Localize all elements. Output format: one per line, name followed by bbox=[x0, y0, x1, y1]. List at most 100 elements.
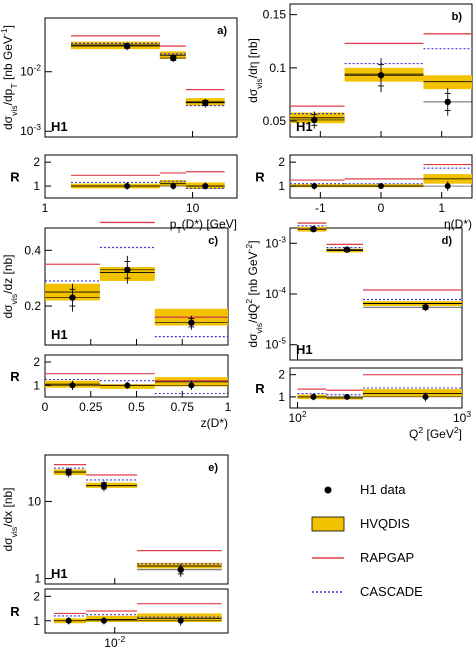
y-axis-label-e-part: vis bbox=[9, 527, 19, 538]
h1-label-e: H1 bbox=[51, 566, 68, 581]
x-axis-label-d-part: 2 bbox=[454, 425, 459, 435]
ratio-hvqdis-band bbox=[86, 615, 138, 622]
x-tick-label: 0.25 bbox=[79, 400, 103, 414]
y-axis-label-c-part: dσ bbox=[1, 304, 15, 319]
y-tick-label: 10-5 bbox=[265, 336, 286, 352]
ratio-frame-c bbox=[44, 354, 229, 398]
data-point bbox=[343, 246, 351, 253]
y-axis-label-a-part: T bbox=[9, 83, 19, 89]
panel-label-d: d) bbox=[442, 235, 453, 247]
data-point bbox=[311, 116, 318, 124]
h1-label-d: H1 bbox=[296, 342, 313, 357]
legend-symbol-rapgap bbox=[312, 557, 344, 559]
y-tick-label-base: 10 bbox=[265, 287, 279, 301]
y-axis-label-c-part: vis bbox=[9, 294, 19, 305]
ratio-data-point bbox=[69, 382, 76, 389]
y-tick-label-exp: -5 bbox=[278, 336, 286, 346]
y-axis-label-e-part: /dx [nb] bbox=[1, 488, 15, 527]
ratio-data-point bbox=[378, 183, 384, 190]
ratio-data-point bbox=[124, 183, 131, 190]
y-axis-label-c: dσvis/dz [nb] bbox=[1, 255, 19, 319]
y-tick-label-exp: -3 bbox=[278, 234, 286, 244]
y-tick-label-exp: -2 bbox=[33, 63, 41, 73]
y-axis-label-d-part: /dQ bbox=[246, 304, 260, 323]
data-point bbox=[123, 42, 131, 50]
panel-label-e: e) bbox=[208, 462, 218, 474]
legend-symbol-cascade bbox=[312, 591, 344, 593]
y-tick-label: 0.1 bbox=[269, 61, 286, 75]
y-axis-label-a-part: vis bbox=[9, 105, 19, 116]
data-point bbox=[65, 468, 72, 476]
h1-label-b: H1 bbox=[296, 119, 313, 134]
ratio-data-point bbox=[124, 382, 131, 389]
x-tick-label-exp: 3 bbox=[466, 409, 471, 419]
y-axis-label-e: dσvis/dx [nb] bbox=[1, 488, 19, 552]
y-axis-label-b: dσvis/dη [nb] bbox=[246, 38, 264, 103]
ratio-y-tick-label: 1 bbox=[278, 390, 285, 404]
x-axis-label-a: pT(D*) [GeV] bbox=[170, 217, 237, 235]
x-axis-label-b-part: η(D*) bbox=[444, 217, 472, 231]
y-tick-label: 0.05 bbox=[263, 114, 287, 128]
ratio-data-point bbox=[310, 393, 317, 400]
y-tick-label: 10-3 bbox=[20, 122, 41, 138]
x-axis-label-e: x bbox=[222, 652, 228, 656]
x-tick-label: 0.75 bbox=[171, 400, 195, 414]
panel-label-b: b) bbox=[452, 11, 463, 23]
y-axis-label-e-part: dσ bbox=[1, 537, 15, 552]
y-axis-label-b-part: vis bbox=[254, 78, 264, 89]
ratio-y-tick-label: 2 bbox=[278, 155, 285, 169]
y-tick-label: 0.15 bbox=[263, 8, 287, 22]
y-tick-label: 10 bbox=[28, 494, 42, 508]
y-tick-label: 10-2 bbox=[20, 63, 41, 79]
x-axis-label-d: Q2 [GeV2] bbox=[409, 425, 462, 441]
x-axis-label-a-part: (D*) [GeV] bbox=[182, 217, 237, 231]
y-tick-label-base: 10 bbox=[20, 65, 34, 79]
y-tick-label: 10-3 bbox=[265, 234, 286, 250]
y-tick-label: 10-4 bbox=[265, 285, 286, 301]
y-axis-label-d-part: -2 bbox=[244, 244, 254, 252]
h1-label-c: H1 bbox=[51, 327, 68, 342]
x-axis-label-d-part: Q bbox=[409, 427, 418, 441]
ratio-frame-a bbox=[44, 154, 238, 199]
main-frame-d bbox=[289, 227, 463, 361]
y-axis-label-a-part: dσ bbox=[1, 115, 15, 130]
x-tick-label: 103 bbox=[453, 409, 471, 425]
x-tick-label: 1 bbox=[225, 400, 232, 414]
data-point bbox=[310, 225, 317, 233]
main-frame-e bbox=[44, 454, 229, 585]
x-tick-label: 10 bbox=[186, 201, 200, 215]
y-axis-label-b-part: dσ bbox=[246, 88, 260, 103]
ratio-y-tick-label: 2 bbox=[278, 368, 285, 382]
data-point bbox=[69, 294, 76, 301]
x-tick-label: 102 bbox=[288, 409, 306, 425]
y-axis-label-c-part: /dz [nb] bbox=[1, 255, 15, 294]
y-tick-label: 0.2 bbox=[24, 299, 41, 313]
y-axis-label-d-part: [nb GeV bbox=[246, 251, 260, 298]
legend-item-cascade: CASCADE bbox=[310, 582, 470, 616]
ratio-data-point bbox=[311, 183, 318, 190]
legend-label-cascade: CASCADE bbox=[360, 584, 423, 599]
legend-symbol-hvqdis bbox=[311, 516, 345, 532]
legend: H1 data HVQDIS RAPGAP CASCADE bbox=[310, 480, 470, 616]
data-point bbox=[100, 482, 108, 489]
x-tick-label-base: 10 bbox=[288, 411, 302, 425]
panel-label-a: a) bbox=[217, 25, 227, 37]
ratio-frame-e bbox=[44, 588, 229, 634]
ratio-axis-label-d: R bbox=[255, 381, 265, 396]
x-axis-label-b: η(D*) bbox=[444, 217, 472, 231]
x-tick-label: 1 bbox=[42, 201, 49, 215]
x-axis-label-d-part: [GeV bbox=[423, 427, 454, 441]
ratio-axis-label-c: R bbox=[10, 369, 20, 384]
y-axis-label-d-part: 2 bbox=[244, 299, 254, 304]
y-axis-label-d-part: vis bbox=[254, 323, 264, 334]
x-tick-label: 10-2 bbox=[104, 634, 125, 650]
x-tick-label-base: 10 bbox=[104, 636, 118, 650]
legend-item-hvqdis: HVQDIS bbox=[310, 514, 470, 548]
x-tick-label: 0.5 bbox=[128, 400, 145, 414]
ratio-hvqdis-band bbox=[362, 389, 462, 397]
y-tick-label-exp: -3 bbox=[33, 122, 41, 132]
data-point bbox=[188, 319, 195, 326]
